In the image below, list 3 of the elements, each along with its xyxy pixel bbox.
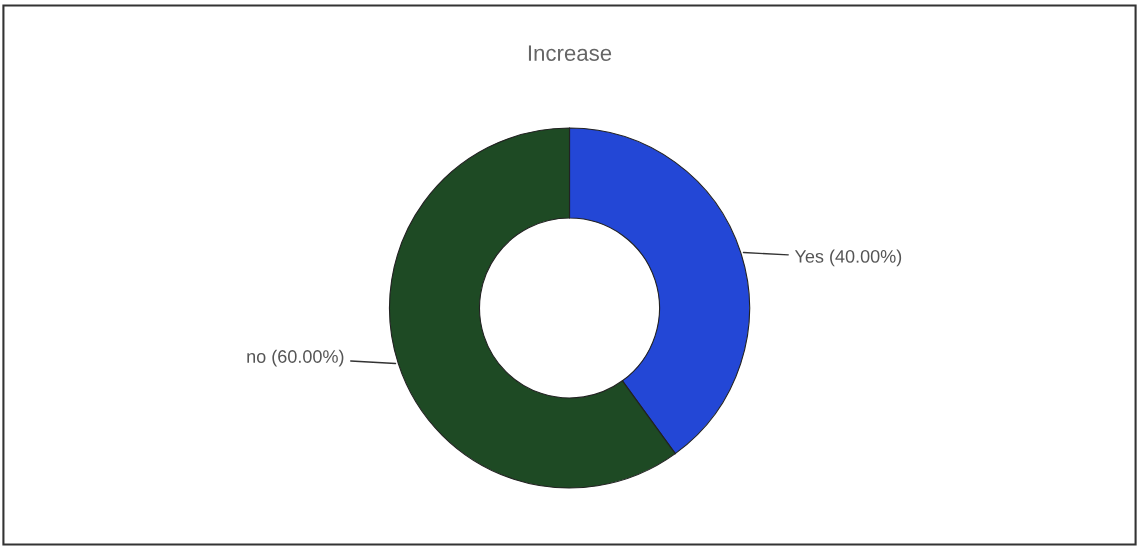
chart-title: Increase [528, 45, 612, 61]
slice-label: no (60.00%) [247, 349, 344, 367]
slice-label: Yes (40.00%) [794, 249, 902, 267]
